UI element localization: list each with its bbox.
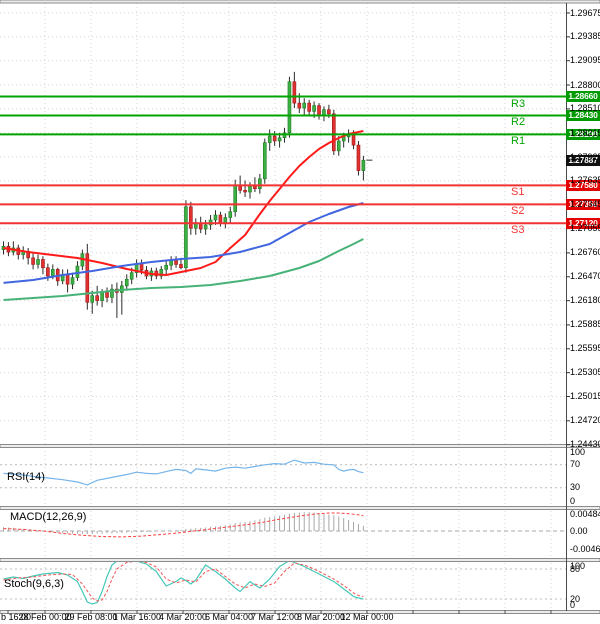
- rsi-tick-30: 30: [570, 482, 581, 493]
- rsi-line: [3, 459, 364, 486]
- support-label-S2: S2: [511, 205, 525, 218]
- price-badge-R3: 1.28660: [566, 91, 600, 103]
- price-tick-1.29675: 1.29675: [570, 7, 600, 18]
- macd-signal-line: [3, 512, 364, 538]
- rsi-tick-70: 70: [570, 459, 581, 470]
- time-label-2: 29 Feb 08:00: [64, 612, 118, 622]
- price-badge-S2: 1.27350: [566, 198, 600, 210]
- resistance-label-R2: R2: [511, 116, 526, 129]
- stoch-tick-20: 20: [570, 593, 581, 604]
- current-price-badge: 1.27887: [566, 154, 600, 166]
- price-tick-1.25305: 1.25305: [570, 367, 600, 378]
- support-label-S1: S1: [511, 186, 525, 199]
- price-badge-R2: 1.28430: [566, 109, 600, 121]
- price-badge-R1: 1.28200: [566, 128, 600, 140]
- price-tick-1.27055: 1.27055: [570, 223, 600, 234]
- rsi-pane-label: RSI(14): [7, 471, 45, 483]
- stoch-tick-80: 80: [570, 563, 581, 574]
- price-tick-1.25015: 1.25015: [570, 391, 600, 402]
- price-tick-1.25595: 1.25595: [570, 343, 600, 354]
- price-tick-1.25885: 1.25885: [570, 319, 600, 330]
- price-tick-1.26470: 1.26470: [570, 271, 600, 282]
- rsi-tick-100: 100: [570, 447, 586, 457]
- ma-fast-red: [3, 130, 364, 276]
- time-label-4: 4 Mar 20:00: [158, 612, 208, 622]
- time-label-5: 6 Mar 04:00: [204, 612, 254, 622]
- price-tick-1.26180: 1.26180: [570, 295, 600, 306]
- time-label-1: 28 Feb 00:00: [18, 612, 72, 622]
- price-tick-1.29385: 1.29385: [570, 31, 600, 42]
- resistance-label-R3: R3: [511, 97, 526, 110]
- support-label-S3: S3: [511, 224, 525, 237]
- rsi-tick-0: 0: [570, 496, 576, 506]
- time-label-6: 7 Mar 12:00: [250, 612, 300, 622]
- price-tick-1.27345: 1.27345: [570, 199, 600, 210]
- time-label-3: 1 Mar 16:00: [112, 612, 162, 622]
- price-badge-S1: 1.27580: [566, 179, 600, 191]
- price-tick-1.24720: 1.24720: [570, 415, 600, 426]
- macd-tick--0.004686: -0.004686: [570, 543, 600, 554]
- price-tick-1.28510: 1.28510: [570, 103, 600, 114]
- stoch-pane-label: Stoch(9,6,3): [4, 578, 64, 590]
- macd-tick-0.00: 0.00: [570, 525, 588, 536]
- time-label-0: b 16:00: [1, 612, 32, 622]
- ma-mid-blue: [3, 202, 364, 284]
- price-tick-1.29095: 1.29095: [570, 55, 600, 66]
- macd-pane-label: MACD(12,26,9): [10, 511, 87, 523]
- price-tick-1.28800: 1.28800: [570, 79, 600, 90]
- price-tick-1.27925: 1.27925: [570, 151, 600, 162]
- resistance-label-R1: R1: [511, 135, 526, 148]
- price-tick-1.26760: 1.26760: [570, 247, 600, 258]
- time-label-7: 8 Mar 20:00: [296, 612, 346, 622]
- stoch-tick-100: 100: [570, 561, 586, 571]
- price-tick-1.27635: 1.27635: [570, 175, 600, 186]
- price-tick-1.28215: 1.28215: [570, 127, 600, 138]
- macd-tick-0.004845: 0.004845: [570, 509, 600, 519]
- ma-slow-green: [3, 238, 364, 301]
- price-badge-S3: 1.27120: [566, 217, 600, 229]
- price-tick-1.24430: 1.24430: [570, 439, 600, 450]
- stoch-k-line: [3, 559, 364, 605]
- stoch-d-line: [3, 560, 364, 602]
- macd-histogram: [3, 512, 364, 535]
- time-label-8: 12 Mar 00:00: [340, 612, 394, 622]
- grid-lines: [0, 3, 566, 610]
- stoch-tick-0: 0: [570, 600, 576, 610]
